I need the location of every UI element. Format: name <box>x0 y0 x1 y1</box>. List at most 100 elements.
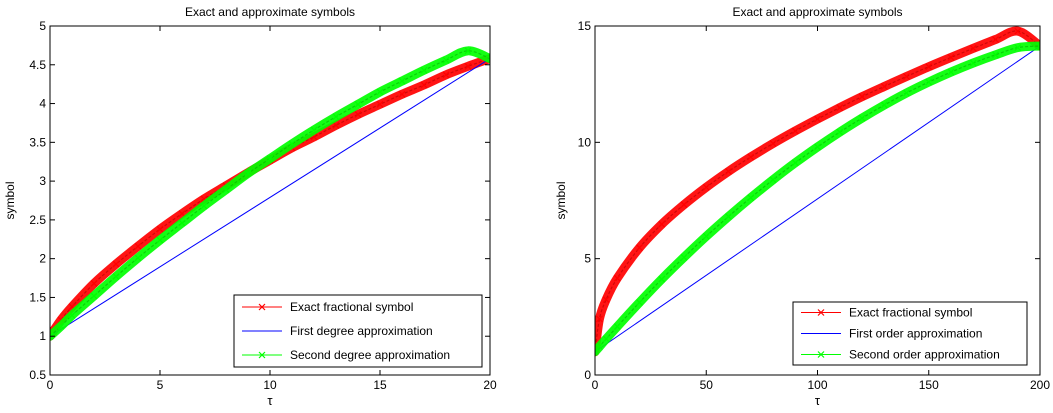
data-point <box>1036 42 1040 50</box>
data-point <box>332 121 340 129</box>
y-tick-label: 1.5 <box>29 290 46 304</box>
data-point <box>814 115 821 123</box>
data-point <box>880 83 888 90</box>
legend-entry-second-degree-approximation: Second degree approximation <box>242 348 450 362</box>
data-point <box>178 210 186 218</box>
legend-entry-first-degree-approximation: First degree approximation <box>242 324 433 338</box>
x-tick-label: 0 <box>47 378 54 392</box>
series-second-order-approximation <box>595 41 1040 357</box>
data-point <box>836 104 844 112</box>
legend-label: Exact fractional symbol <box>849 306 972 320</box>
chart-title: Exact and approximate symbols <box>732 5 902 19</box>
y-tick-label: 0.5 <box>29 368 46 382</box>
data-point <box>398 77 406 85</box>
y-tick-label: 10 <box>578 135 592 149</box>
data-point <box>725 167 732 175</box>
data-point <box>636 244 643 252</box>
x-tick-label: 15 <box>373 378 387 392</box>
x-tick-label: 50 <box>700 378 714 392</box>
chart-2: Exact and approximate symbols 0 50 100 150 20… <box>554 5 1050 408</box>
data-point <box>702 232 710 240</box>
data-point <box>880 101 888 109</box>
y-axis-label: symbol <box>3 181 17 219</box>
data-point <box>90 292 98 300</box>
x-tick-label: 100 <box>807 378 827 392</box>
series-first-degree-approximation <box>50 58 490 337</box>
legend-entry-second-order-approximation: Second order approximation <box>801 348 1000 362</box>
data-point <box>702 183 710 191</box>
legend-marker <box>258 351 266 359</box>
data-point <box>354 110 362 118</box>
x-axis: 0 5 10 15 20 τ <box>47 26 497 408</box>
data-point <box>925 63 933 71</box>
y-tick-label: 2 <box>39 252 46 266</box>
data-point <box>636 298 643 306</box>
data-point <box>156 236 164 244</box>
data-point <box>680 201 688 209</box>
y-tick-label: 4 <box>39 97 46 111</box>
y-tick-label: 2.5 <box>29 213 46 227</box>
x-axis-label: τ <box>267 393 273 408</box>
y-axis-label: symbol <box>554 181 568 219</box>
chart-title: Exact and approximate symbols <box>185 5 355 19</box>
x-axis: 0 50 100 150 200 τ <box>592 26 1050 408</box>
legend-label: Second order approximation <box>849 348 1000 362</box>
legend-marker <box>817 351 825 358</box>
legend-entry-exact-fractional-symbol: Exact fractional symbol <box>801 306 972 320</box>
x-axis-label: τ <box>815 393 821 408</box>
data-point <box>769 140 777 147</box>
data-point <box>90 280 98 287</box>
data-point <box>134 242 142 250</box>
x-tick-label: 200 <box>1030 378 1050 392</box>
x-tick-label: 150 <box>919 378 939 392</box>
data-point <box>858 114 866 122</box>
legend: Exact fractional symbol First order appro… <box>792 301 1028 366</box>
series-exact-fractional-symbol <box>595 26 1040 357</box>
series-line <box>595 45 1040 353</box>
series-line <box>50 46 490 341</box>
data-point <box>658 220 666 228</box>
legend-label: Second degree approximation <box>290 348 450 362</box>
data-point <box>613 323 621 331</box>
plot-area <box>50 46 490 341</box>
data-point <box>354 100 362 108</box>
legend: Exact fractional symbol First degree appr… <box>233 294 483 368</box>
data-point <box>947 68 955 76</box>
x-tick-label: 10 <box>263 378 277 392</box>
data-point <box>178 219 186 227</box>
series-line <box>50 58 490 337</box>
data-point <box>310 126 318 134</box>
data-point <box>602 296 610 304</box>
legend-label: First order approximation <box>849 327 982 341</box>
data-point <box>464 62 472 70</box>
data-point <box>814 143 821 151</box>
plot-area <box>595 26 1040 357</box>
data-point <box>50 332 54 340</box>
data-point <box>747 153 755 161</box>
data-point <box>112 273 120 280</box>
data-point <box>442 56 450 64</box>
data-point <box>791 127 799 135</box>
y-tick-label: 15 <box>578 19 592 33</box>
data-point <box>596 343 603 351</box>
data-point <box>244 169 252 177</box>
data-point <box>420 66 428 74</box>
data-point <box>420 81 428 89</box>
y-tick-label: 4.5 <box>29 58 46 72</box>
data-point <box>376 88 384 96</box>
legend-marker <box>258 303 266 311</box>
data-point <box>288 140 296 148</box>
legend-marker <box>817 309 825 316</box>
legend-entry-exact-fractional-symbol: Exact fractional symbol <box>242 300 413 314</box>
data-point <box>903 89 910 97</box>
data-point <box>925 78 933 86</box>
data-point <box>200 202 208 210</box>
data-point <box>57 322 65 330</box>
data-point <box>602 335 610 343</box>
y-tick-label: 3 <box>39 174 46 188</box>
y-axis: 0 5 10 15 symbol <box>554 19 1040 382</box>
data-point <box>769 176 777 184</box>
x-tick-label: 0 <box>592 378 599 392</box>
y-tick-label: 5 <box>584 252 591 266</box>
data-point <box>112 260 120 268</box>
